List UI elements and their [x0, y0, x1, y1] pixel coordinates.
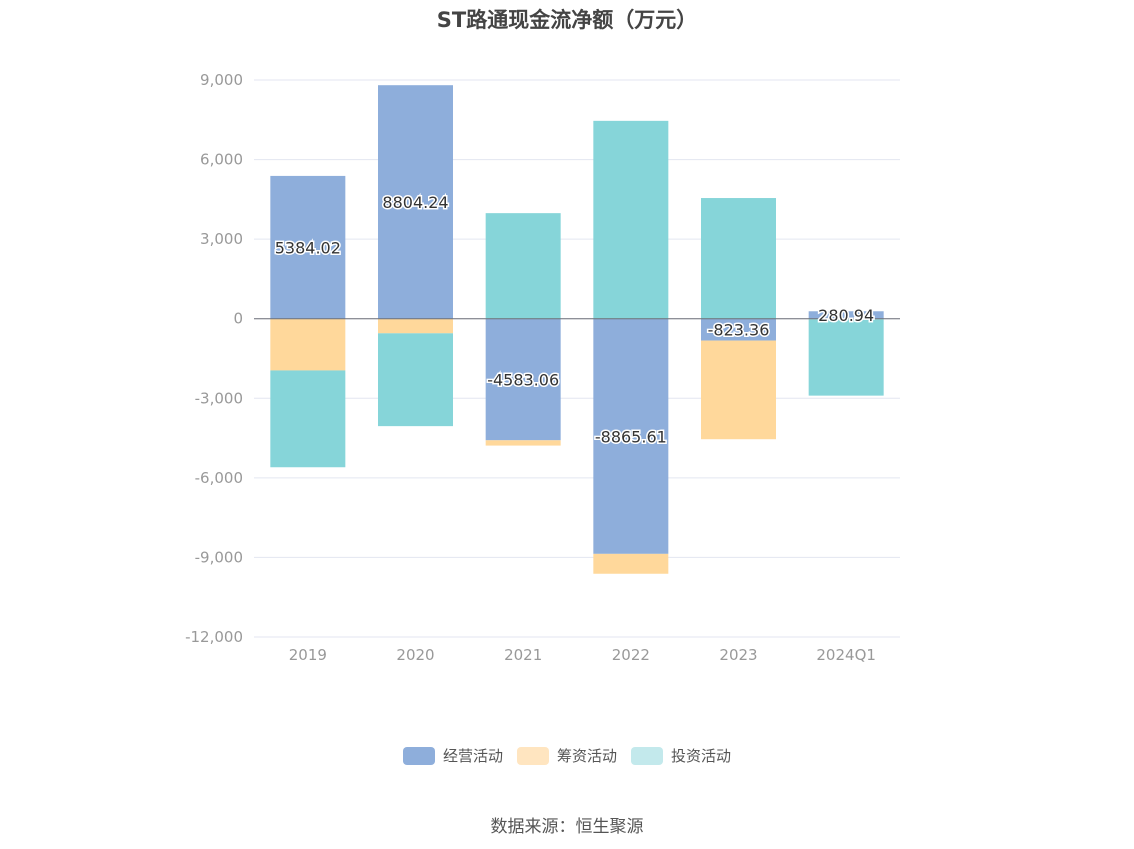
bar-0-2019[interactable] [270, 175, 346, 319]
x-tick-label: 2022 [612, 646, 650, 664]
data-label-2024Q1: 280.94 [818, 306, 874, 325]
x-tick-label: 2021 [504, 646, 542, 664]
y-tick-label: 3,000 [200, 230, 243, 248]
x-axis: 2019 2020 2021 2022 2023 2024Q1 [289, 646, 876, 664]
legend: 经营活动 筹资活动 投资活动 [0, 745, 1134, 766]
data-label-2019: 5384.02 [275, 238, 341, 257]
data-label-2021: -4583.06 [487, 370, 559, 389]
y-tick-label: -6,000 [195, 469, 243, 487]
x-tick-label: 2019 [289, 646, 327, 664]
bar-0-2024Q1[interactable] [808, 311, 884, 319]
data-source: 数据来源：恒生聚源 [490, 817, 644, 837]
y-tick-label: 6,000 [200, 151, 243, 169]
data-labels: 5384.02 8804.24 -4583.06 -8865.61 -823.36 280… [273, 191, 875, 447]
bar-1-2021[interactable] [485, 440, 561, 446]
bar-0-2022[interactable] [593, 318, 669, 554]
bar-0-2020[interactable] [378, 85, 453, 319]
legend-swatch-financing [516, 746, 549, 765]
bar-0-2023[interactable] [701, 318, 776, 341]
legend-item-investing[interactable]: 投资活动 [631, 745, 731, 766]
y-tick-label: -9,000 [195, 548, 243, 566]
bar-2-2019[interactable] [270, 370, 346, 468]
grid-lines [254, 79, 900, 638]
bar-1-2019[interactable] [270, 318, 346, 371]
data-label-2020: 8804.24 [382, 193, 448, 212]
legend-swatch-operating [402, 746, 435, 765]
y-tick-label: -3,000 [195, 389, 243, 407]
y-tick-label: 9,000 [200, 71, 243, 89]
bar-2-2020[interactable] [378, 333, 453, 427]
data-label-2023: -823.36 [708, 321, 770, 340]
legend-label-financing: 筹资活动 [556, 747, 617, 765]
x-tick-label: 2024Q1 [816, 646, 876, 664]
legend-item-operating[interactable]: 经营活动 [402, 745, 503, 766]
legend-swatch-investing [631, 746, 663, 765]
bar-1-2022[interactable] [593, 553, 669, 574]
y-tick-label: -12,000 [185, 628, 243, 646]
legend-label-operating: 经营活动 [442, 747, 503, 765]
legend-label-investing: 投资活动 [671, 747, 732, 765]
x-tick-label: 2023 [719, 646, 757, 664]
legend-item-financing[interactable]: 筹资活动 [516, 745, 617, 766]
bar-2-2022[interactable] [593, 120, 669, 319]
bar-1-2020[interactable] [378, 318, 453, 334]
x-tick-label: 2020 [396, 646, 434, 664]
bar-0-2021[interactable] [485, 318, 561, 441]
bar-1-2023[interactable] [701, 340, 776, 440]
y-axis: 9,000 6,000 3,000 0 -3,000 -6,000 -9,000 -12,00… [185, 71, 243, 646]
bar-series [270, 85, 884, 574]
bar-2-2023[interactable] [701, 198, 776, 319]
data-label-2022: -8865.61 [595, 427, 667, 446]
bar-2-2024Q1[interactable] [808, 319, 884, 396]
bar-2-2021[interactable] [485, 213, 561, 319]
chart-title: ST路通现金流净额（万元） [436, 8, 698, 32]
y-tick-label: 0 [233, 310, 243, 328]
